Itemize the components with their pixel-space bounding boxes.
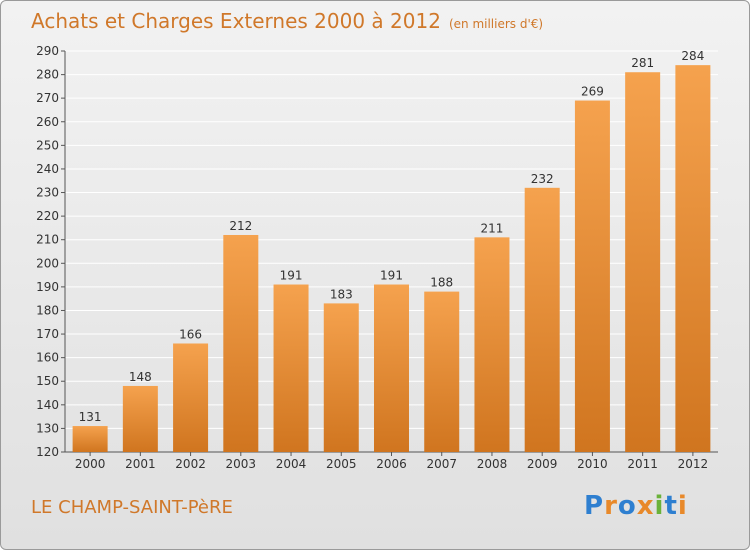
x-tick-label: 2003 bbox=[226, 457, 257, 471]
logo-letter: i bbox=[677, 491, 688, 521]
y-tick-label: 260 bbox=[36, 115, 59, 129]
y-tick-label: 290 bbox=[36, 44, 59, 58]
y-tick-label: 280 bbox=[36, 68, 59, 82]
y-tick-label: 270 bbox=[36, 91, 59, 105]
bar bbox=[72, 426, 108, 452]
bar-value-label: 211 bbox=[481, 221, 504, 235]
logo-letter: o bbox=[617, 491, 637, 521]
bar bbox=[122, 385, 158, 452]
bar-value-label: 166 bbox=[179, 327, 202, 341]
y-tick-label: 130 bbox=[36, 421, 59, 435]
y-tick-label: 220 bbox=[36, 209, 59, 223]
bar bbox=[223, 234, 259, 452]
bar bbox=[474, 237, 510, 452]
bar bbox=[374, 284, 409, 452]
bar-value-label: 269 bbox=[581, 85, 604, 99]
bar-layer bbox=[72, 65, 711, 453]
y-tick-label: 160 bbox=[36, 351, 59, 365]
y-tick-label: 200 bbox=[36, 256, 59, 270]
bar-value-label: 191 bbox=[380, 269, 403, 283]
bar bbox=[173, 343, 209, 452]
bar-value-label: 212 bbox=[229, 219, 252, 233]
x-tick-label: 2012 bbox=[678, 457, 709, 471]
x-tick-label: 2008 bbox=[477, 457, 508, 471]
bar-value-label: 232 bbox=[531, 172, 554, 186]
y-tick-label: 210 bbox=[36, 233, 59, 247]
bar-value-label: 284 bbox=[681, 49, 704, 63]
x-tick-label: 2005 bbox=[326, 457, 357, 471]
y-tick-label: 190 bbox=[36, 280, 59, 294]
y-tick-label: 230 bbox=[36, 186, 59, 200]
y-tick-label: 250 bbox=[36, 138, 59, 152]
bar bbox=[273, 284, 309, 452]
bar bbox=[625, 72, 661, 453]
y-tick-label: 150 bbox=[36, 374, 59, 388]
label-layer: 131 148 166 212 191 183 191 188 211 232 269 281 284 bbox=[79, 49, 705, 424]
proxiti-logo[interactable]: Proxiti bbox=[584, 491, 688, 521]
commune-name: LE CHAMP-SAINT-PèRE bbox=[31, 497, 233, 518]
x-tick-label: 2007 bbox=[426, 457, 457, 471]
logo-letter: x bbox=[636, 491, 655, 521]
bar bbox=[424, 291, 460, 452]
bar-value-label: 131 bbox=[79, 410, 102, 424]
logo-letter: P bbox=[584, 491, 605, 521]
logo-letter: r bbox=[604, 491, 618, 521]
y-tick-label: 170 bbox=[36, 327, 59, 341]
bar-value-label: 281 bbox=[631, 56, 654, 70]
x-tick-label: 2009 bbox=[527, 457, 558, 471]
chart-subtitle: (en milliers d'€) bbox=[448, 17, 544, 31]
y-tick-label: 140 bbox=[36, 398, 59, 412]
logo-letter: i bbox=[654, 491, 665, 521]
bar bbox=[574, 100, 610, 453]
bar-value-label: 191 bbox=[280, 269, 303, 283]
x-tick-label: 2011 bbox=[627, 457, 658, 471]
bar-value-label: 148 bbox=[129, 370, 152, 384]
bar-value-label: 188 bbox=[430, 276, 453, 290]
x-tick-label: 2002 bbox=[175, 457, 206, 471]
y-tick-label: 180 bbox=[36, 303, 59, 317]
bar bbox=[675, 65, 711, 452]
chart-title-text: Achats et Charges Externes 2000 à 2012 bbox=[31, 9, 441, 33]
logo-letter: t bbox=[664, 491, 678, 521]
bar bbox=[323, 303, 359, 452]
bar-value-label: 183 bbox=[330, 287, 353, 301]
bar bbox=[524, 187, 560, 452]
x-tick-label: 2001 bbox=[125, 457, 156, 471]
x-tick-label: 2004 bbox=[276, 457, 307, 471]
y-tick-label: 240 bbox=[36, 162, 59, 176]
x-tick-label: 2006 bbox=[376, 457, 407, 471]
x-tick-label: 2000 bbox=[75, 457, 106, 471]
y-tick-label: 120 bbox=[36, 445, 59, 459]
chart-title: Achats et Charges Externes 2000 à 2012 (e… bbox=[31, 9, 543, 33]
x-tick-label: 2010 bbox=[577, 457, 608, 471]
